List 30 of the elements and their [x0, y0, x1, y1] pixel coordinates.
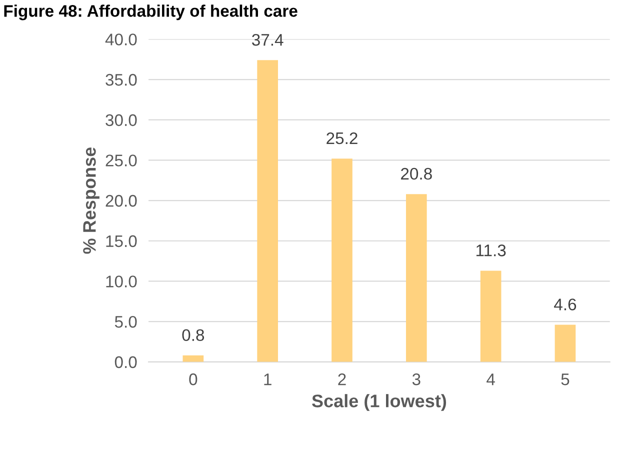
bar	[406, 194, 427, 362]
chart-title: Figure 48: Affordability of health care	[4, 4, 298, 20]
bar	[257, 60, 278, 362]
text: 10.0	[106, 276, 137, 288]
data-label: 25.2	[326, 132, 358, 144]
x-tick-label: 5	[561, 374, 570, 386]
bar	[332, 158, 352, 362]
bar	[182, 355, 204, 362]
text: 5.0	[114, 316, 137, 328]
x-tick-label: 2	[338, 373, 346, 386]
x-tick-label: 4	[486, 374, 495, 386]
text: 20.0	[106, 194, 137, 207]
data-label: 0.8	[182, 329, 204, 342]
x-tick-label: 3	[412, 373, 420, 386]
bar	[480, 270, 502, 362]
y-axis-title: % Response	[83, 147, 100, 254]
text: 15.0	[106, 235, 137, 248]
x-tick-label: 0	[189, 373, 198, 386]
text: 25.0	[106, 154, 137, 166]
text: 40.0	[105, 34, 137, 46]
data-label: 4.6	[554, 298, 576, 310]
text: 35.0	[106, 74, 137, 86]
bar	[554, 324, 576, 362]
x-tick-label: 1	[264, 374, 272, 386]
x-axis-title: Scale (1 lowest)	[312, 394, 446, 411]
text: 30.0	[106, 114, 137, 126]
data-label: 20.8	[401, 168, 432, 180]
data-label: 37.4	[252, 34, 284, 46]
text: 0.0	[114, 356, 137, 368]
data-label: 11.3	[476, 244, 506, 256]
